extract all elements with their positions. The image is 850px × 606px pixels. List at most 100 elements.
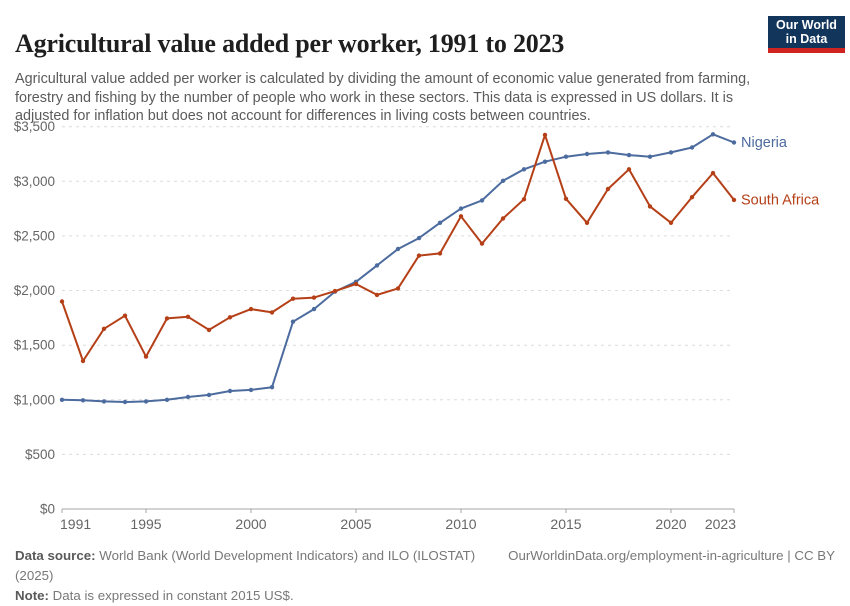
data-point xyxy=(290,319,296,324)
footer-note: Note: Data is expressed in constant 2015… xyxy=(15,586,835,606)
data-point xyxy=(500,178,506,183)
y-axis: $0 $500 $1,000 $1,500 $2,000 $2,500 $3,000 $3,5… xyxy=(14,119,734,517)
data-point xyxy=(59,397,65,402)
data-point xyxy=(122,313,128,318)
chart-subtitle: Agricultural value added per worker is c… xyxy=(15,71,751,124)
data-point xyxy=(227,315,233,320)
data-point xyxy=(374,292,380,298)
data-point xyxy=(689,195,695,200)
data-source-label: Data source: xyxy=(15,548,96,563)
data-point xyxy=(500,216,506,221)
logo-line1: Our World xyxy=(776,17,837,32)
data-point xyxy=(437,251,443,256)
note-text: Data is expressed in constant 2015 US$. xyxy=(48,588,294,603)
line-chart: $0 $500 $1,000 $1,500 $2,000 $2,500 $3,000 $3,5… xyxy=(14,119,820,532)
data-point xyxy=(164,316,170,321)
data-point xyxy=(143,354,149,359)
data-point xyxy=(416,253,422,258)
data-point xyxy=(731,140,737,145)
data-point xyxy=(206,392,212,398)
x-tick-label: 2015 xyxy=(550,516,581,532)
data-point xyxy=(563,154,569,159)
y-tick-label: $500 xyxy=(25,447,55,462)
y-tick-label: $2,000 xyxy=(14,283,55,298)
series-south-africa: South Africa xyxy=(59,132,820,364)
page-title: Agricultural value added per worker, 199… xyxy=(15,29,565,59)
data-point xyxy=(80,358,86,364)
data-point xyxy=(416,235,422,241)
x-tick-label: 2010 xyxy=(445,516,476,532)
data-point xyxy=(584,151,590,157)
data-point xyxy=(542,159,548,164)
data-point xyxy=(458,206,464,211)
x-tick-label: 2023 xyxy=(705,516,736,532)
data-point xyxy=(647,154,653,159)
data-point xyxy=(521,167,527,172)
owid-link[interactable]: OurWorldinData.org/employment-in-agricul… xyxy=(508,548,835,563)
data-point xyxy=(206,327,212,333)
data-point xyxy=(269,385,275,390)
series-label-south-africa: South Africa xyxy=(741,192,820,208)
data-point xyxy=(353,281,359,287)
data-point xyxy=(542,132,548,138)
data-point xyxy=(521,197,527,202)
logo-line2: in Data xyxy=(785,32,828,46)
data-source: Data source: World Bank (World Developme… xyxy=(15,546,508,586)
data-point xyxy=(332,288,338,294)
data-point xyxy=(248,306,254,312)
data-point xyxy=(185,394,191,400)
data-point xyxy=(164,397,170,402)
data-point xyxy=(290,296,296,301)
data-point xyxy=(668,220,674,225)
data-point xyxy=(185,314,191,319)
data-point xyxy=(311,295,317,300)
data-point xyxy=(647,204,653,209)
y-tick-label: $0 xyxy=(40,502,55,517)
data-point xyxy=(143,399,149,404)
x-tick-label: 1995 xyxy=(130,516,161,532)
y-tick-label: $2,500 xyxy=(14,228,55,243)
data-point xyxy=(563,196,569,201)
data-point xyxy=(710,132,716,137)
data-point xyxy=(395,286,401,291)
chart-footer: Data source: World Bank (World Developme… xyxy=(15,546,835,606)
data-point xyxy=(479,198,485,203)
data-point xyxy=(689,145,695,150)
data-point xyxy=(122,399,128,405)
y-tick-label: $3,000 xyxy=(14,174,55,189)
data-point xyxy=(59,299,65,304)
data-point xyxy=(458,214,464,219)
data-point xyxy=(311,306,317,312)
data-point xyxy=(479,241,485,246)
note-label: Note: xyxy=(15,588,49,603)
data-source-text: World Bank (World Development Indicators… xyxy=(15,548,476,583)
x-axis: 1991 1995 2000 2005 2010 2015 2020 2023 xyxy=(60,509,736,532)
data-point xyxy=(626,167,632,172)
data-point xyxy=(668,150,674,155)
data-point xyxy=(626,152,632,158)
y-tick-label: $1,000 xyxy=(14,392,55,407)
series-nigeria: Nigeria xyxy=(59,132,788,405)
data-point xyxy=(605,150,611,155)
data-point xyxy=(80,398,86,403)
x-tick-label: 1991 xyxy=(60,516,91,532)
data-point xyxy=(395,246,401,252)
data-point xyxy=(269,310,275,315)
data-point xyxy=(605,186,611,192)
data-point xyxy=(584,220,590,225)
data-point xyxy=(437,220,443,225)
data-point xyxy=(227,388,233,394)
series-line-nigeria xyxy=(61,133,735,403)
data-point xyxy=(101,326,107,331)
data-point xyxy=(248,387,254,393)
x-tick-label: 2020 xyxy=(655,516,686,532)
x-tick-label: 2005 xyxy=(340,516,371,532)
owid-logo[interactable]: Our World in Data xyxy=(768,16,845,53)
data-point xyxy=(731,197,737,203)
data-point xyxy=(710,170,716,176)
data-point xyxy=(374,263,380,268)
series-label-nigeria: Nigeria xyxy=(741,135,788,151)
y-tick-label: $1,500 xyxy=(14,338,55,353)
x-tick-label: 2000 xyxy=(235,516,266,532)
data-point xyxy=(101,399,107,404)
